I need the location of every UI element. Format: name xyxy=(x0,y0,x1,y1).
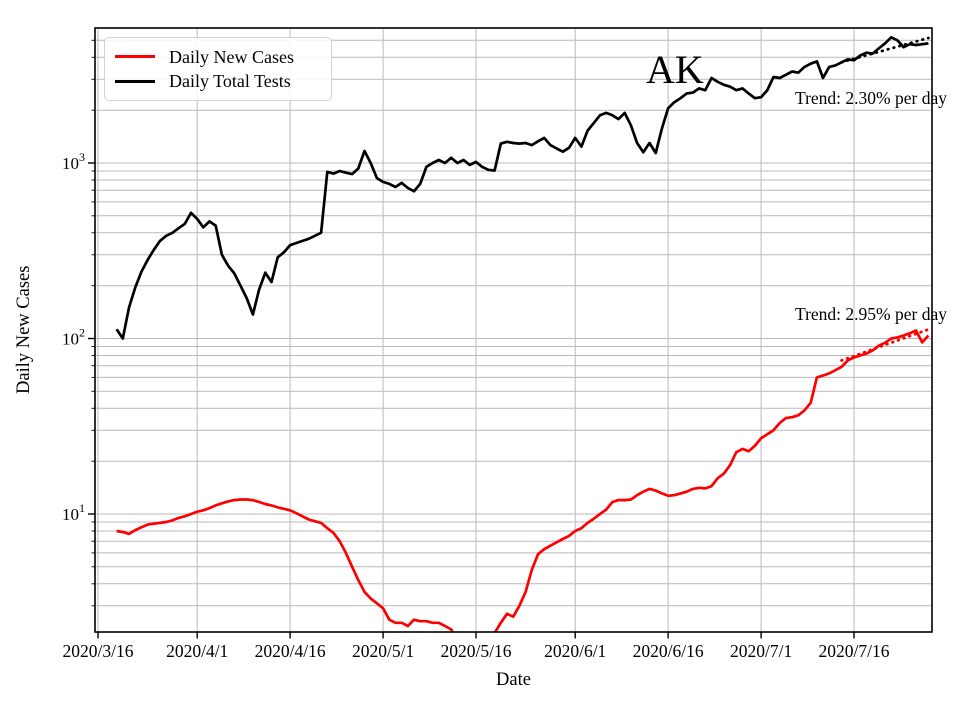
legend-label-daily-new-cases: Daily New Cases xyxy=(169,46,294,67)
plot-border xyxy=(94,27,933,633)
series-daily-new-cases xyxy=(116,329,930,632)
x-tick-label: 2020/4/1 xyxy=(166,641,228,661)
x-tick-label: 2020/5/16 xyxy=(441,641,512,661)
legend-item-daily-total-tests: Daily Total Tests xyxy=(115,72,321,90)
x-tick-label: 2020/7/1 xyxy=(730,641,792,661)
x-axis-label: Date xyxy=(496,670,531,690)
x-tick-label: 2020/6/1 xyxy=(544,641,606,661)
y-tick-label: 103 xyxy=(62,150,85,173)
trendline-cases xyxy=(840,328,930,362)
x-tick-label: 2020/3/16 xyxy=(63,641,134,661)
chart-title: AK xyxy=(646,47,704,92)
x-gridlines xyxy=(97,28,855,632)
y-axis: 101 102 103 xyxy=(62,39,95,607)
x-tick-label: 2020/6/16 xyxy=(633,641,704,661)
legend-line-red-icon xyxy=(115,55,155,59)
x-axis: 2020/3/16 2020/4/1 2020/4/16 2020/5/1 2020/5… xyxy=(63,632,890,661)
x-tick-label: 2020/7/16 xyxy=(819,641,890,661)
legend-item-daily-new-cases: Daily New Cases xyxy=(115,48,321,66)
y-tick-label: 101 xyxy=(62,501,85,524)
legend-line-black-icon xyxy=(115,79,155,83)
trend-annotation-cases: Trend: 2.95% per day xyxy=(795,304,947,324)
legend: Daily New Cases Daily Total Tests xyxy=(104,37,332,101)
series-daily-total-tests xyxy=(115,35,929,340)
trend-annotation-tests: Trend: 2.30% per day xyxy=(795,88,947,108)
y-tick-label: 102 xyxy=(62,326,85,349)
y-gridlines xyxy=(95,39,932,607)
x-tick-label: 2020/4/16 xyxy=(255,641,326,661)
x-tick-label: 2020/5/1 xyxy=(352,641,414,661)
y-axis-label: Daily New Cases xyxy=(14,265,34,395)
legend-label-daily-total-tests: Daily Total Tests xyxy=(169,71,291,92)
